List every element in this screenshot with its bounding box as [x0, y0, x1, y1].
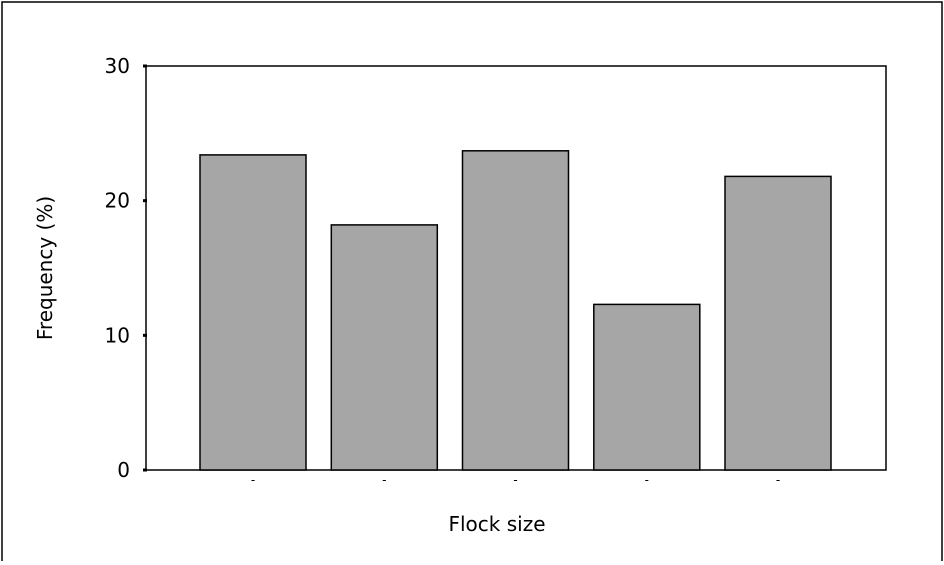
bar-4: [593, 303, 701, 471]
bars-group: [199, 150, 832, 471]
x-tick-label-2: -: [382, 473, 386, 487]
bar-2: [330, 224, 439, 471]
x-tick-label-4: -: [645, 473, 649, 487]
y-tick-label-0: 0: [117, 458, 130, 482]
y-axis-ticks: 0 10 20 30: [105, 54, 147, 482]
y-tick-label-20: 20: [105, 189, 130, 213]
y-axis-label: Frequency (%): [33, 196, 57, 340]
bar-5: [724, 175, 832, 471]
y-tick-label-30: 30: [105, 54, 130, 78]
x-tick-label-5: -: [776, 473, 780, 487]
x-tick-label-3: -: [513, 473, 517, 487]
y-tick-label-10: 10: [105, 323, 130, 347]
bar-1: [199, 154, 307, 471]
bar-3: [461, 150, 570, 471]
x-axis-label: Flock size: [448, 512, 545, 536]
x-tick-label-1: -: [251, 473, 255, 487]
x-axis-ticks: -----: [251, 473, 780, 487]
